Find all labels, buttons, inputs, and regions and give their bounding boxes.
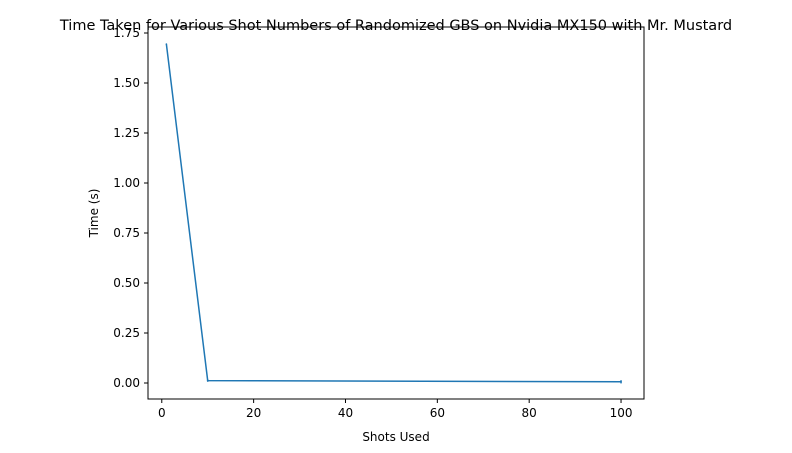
y-axis-ticks: 0.00 0.25 0.50 0.75 1.00 1.25 1.50 1.75 <box>113 26 148 390</box>
y-axis-label: Time (s) <box>87 189 101 239</box>
y-tick-label: 1.25 <box>113 126 140 140</box>
y-tick-label: 1.75 <box>113 26 140 40</box>
y-tick-label: 0.50 <box>113 276 140 290</box>
x-axis-ticks: 0 20 40 60 80 100 <box>158 399 633 420</box>
data-point <box>620 381 622 383</box>
series-line <box>165 43 622 383</box>
data-point <box>206 379 209 382</box>
data-point <box>165 43 168 45</box>
y-tick-label: 0.00 <box>113 376 140 390</box>
x-tick-label: 80 <box>522 406 537 420</box>
chart-title: Time Taken for Various Shot Numbers of R… <box>59 18 732 34</box>
y-tick-label: 0.75 <box>113 226 140 240</box>
x-tick-label: 0 <box>158 406 166 420</box>
plot-frame <box>147 26 645 400</box>
x-axis-label: Shots Used <box>362 430 429 444</box>
y-tick-label: 0.25 <box>113 326 140 340</box>
x-tick-label: 20 <box>246 406 261 420</box>
y-tick-label: 1.00 <box>113 176 140 190</box>
x-tick-label: 60 <box>430 406 445 420</box>
x-tick-label: 40 <box>338 406 353 420</box>
x-tick-label: 100 <box>610 406 633 420</box>
y-tick-label: 1.50 <box>113 76 140 90</box>
series-layer <box>165 43 622 384</box>
